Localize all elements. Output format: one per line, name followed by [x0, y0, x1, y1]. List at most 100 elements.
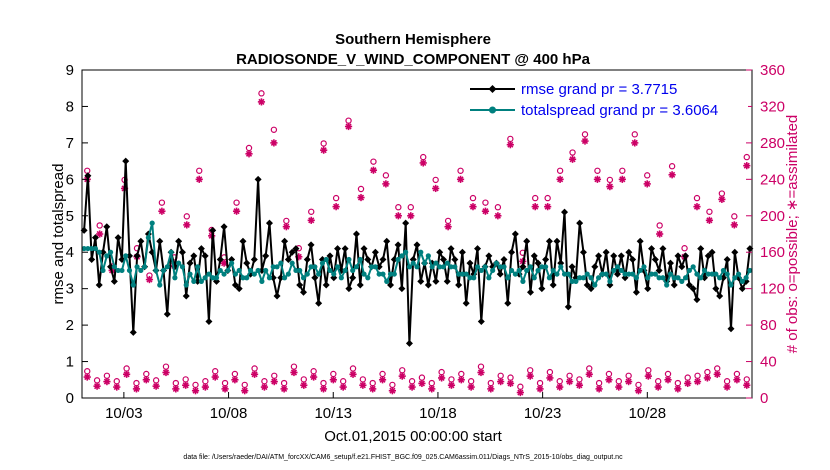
- obs-possible-marker: [382, 172, 390, 179]
- obs-assimilated-marker: [494, 212, 502, 220]
- totalspread-point: [701, 267, 708, 274]
- totalspread-point: [160, 267, 167, 274]
- totalspread-point: [353, 264, 360, 270]
- rmse-point: [424, 281, 432, 289]
- totalspread-point: [592, 282, 598, 288]
- totalspread-point: [308, 264, 314, 270]
- obs-assimilated-marker: [481, 207, 490, 215]
- totalspread-point: [274, 264, 280, 270]
- obs-possible-marker: [656, 222, 663, 229]
- totalspread-point: [614, 264, 621, 270]
- totalspread-point: [478, 267, 484, 274]
- totalspread-point: [493, 260, 500, 266]
- rmse-point: [485, 252, 493, 260]
- rmse-point: [356, 281, 364, 289]
- left-axis: 0 1 2 3 4 5 6 7 8 9: [66, 62, 88, 407]
- totalspread-point: [486, 275, 492, 281]
- y-right-tick-label: 160: [760, 244, 785, 261]
- obs-assimilated-marker: [467, 383, 475, 391]
- totalspread-point: [369, 264, 375, 270]
- totalspread-point: [399, 253, 405, 259]
- y-left-tick-label: 2: [66, 317, 74, 334]
- totalspread-point: [244, 275, 250, 281]
- totalspread-point: [331, 271, 337, 277]
- obs-assimilated-marker: [332, 203, 340, 211]
- obs-assimilated-marker: [565, 378, 574, 386]
- totalspread-point: [187, 271, 193, 277]
- totalspread-point: [630, 271, 636, 277]
- rmse-point: [394, 241, 402, 249]
- totalspread-point: [512, 271, 518, 277]
- totalspread-point: [459, 271, 465, 277]
- totalspread-point: [115, 267, 121, 274]
- y-left-tick-label: 5: [66, 208, 74, 225]
- rmse-point: [458, 248, 466, 256]
- totalspread-point: [198, 278, 204, 284]
- rmse-point: [371, 248, 379, 256]
- totalspread-point: [213, 275, 220, 281]
- obs-possible-marker: [544, 194, 551, 202]
- obs-assimilated-marker: [705, 216, 714, 224]
- totalspread-point: [433, 260, 439, 266]
- rmse-point: [451, 256, 459, 264]
- obs-assimilated-marker: [568, 155, 577, 163]
- rmse-point: [88, 256, 96, 264]
- rmse-point: [95, 281, 103, 289]
- rmse-point: [114, 234, 122, 242]
- totalspread-point: [319, 260, 326, 266]
- obs-assimilated-marker: [280, 385, 288, 393]
- totalspread-point: [618, 267, 624, 274]
- totalspread-point: [119, 267, 125, 274]
- obs-assimilated-marker: [516, 388, 524, 397]
- totalspread-point: [671, 275, 677, 281]
- obs-assimilated-marker: [447, 381, 456, 389]
- rmse-point: [534, 259, 542, 267]
- totalspread-point: [81, 245, 87, 252]
- totalspread-point: [505, 275, 511, 281]
- obs-assimilated-marker: [506, 141, 514, 149]
- obs-possible-marker: [457, 167, 464, 174]
- rmse-point: [716, 292, 724, 300]
- totalspread-point: [626, 271, 632, 277]
- obs-assimilated-marker: [575, 381, 584, 389]
- obs-assimilated-marker: [526, 372, 534, 380]
- y-left-tick-label: 4: [66, 244, 74, 261]
- obs-possible-marker: [395, 204, 402, 211]
- totalspread-point: [437, 264, 443, 270]
- totalspread-point: [225, 267, 231, 274]
- totalspread-point: [176, 260, 182, 266]
- totalspread-point: [558, 264, 564, 270]
- obs-assimilated-marker: [605, 376, 613, 384]
- obs-assimilated-marker: [241, 387, 249, 395]
- totalspread-point: [645, 275, 651, 281]
- obs-assimilated-marker: [693, 378, 702, 386]
- obs-assimilated-marker: [606, 183, 614, 191]
- totalspread-point: [565, 271, 571, 277]
- rmse-point: [269, 274, 277, 282]
- rmse-point: [413, 241, 421, 249]
- totalspread-point: [96, 249, 102, 255]
- totalspread-point: [471, 275, 477, 281]
- obs-assimilated-marker: [398, 372, 406, 380]
- rmse-point: [110, 277, 118, 285]
- totalspread-point: [694, 271, 700, 277]
- obs-assimilated-marker: [310, 373, 318, 381]
- totalspread-point: [316, 271, 322, 277]
- obs-assimilated-marker: [123, 370, 131, 378]
- obs-assimilated-marker: [418, 379, 426, 388]
- obs-possible-marker: [556, 167, 564, 174]
- rmse-point: [508, 248, 516, 256]
- totalspread-point: [304, 271, 310, 277]
- rmse-point: [443, 277, 451, 285]
- totalspread-point: [372, 264, 378, 270]
- rmse-point: [496, 270, 504, 278]
- y-axis-label-left: rmse and totalspread: [50, 164, 67, 305]
- obs-assimilated-marker: [183, 221, 191, 229]
- totalspread-point: [285, 271, 291, 277]
- totalspread-point: [686, 267, 692, 274]
- y-left-tick-label: 0: [66, 390, 74, 407]
- totalspread-point: [350, 267, 356, 274]
- obs-assimilated-marker: [221, 385, 229, 393]
- y-right-tick-label: 40: [760, 354, 777, 371]
- totalspread-point: [440, 264, 447, 270]
